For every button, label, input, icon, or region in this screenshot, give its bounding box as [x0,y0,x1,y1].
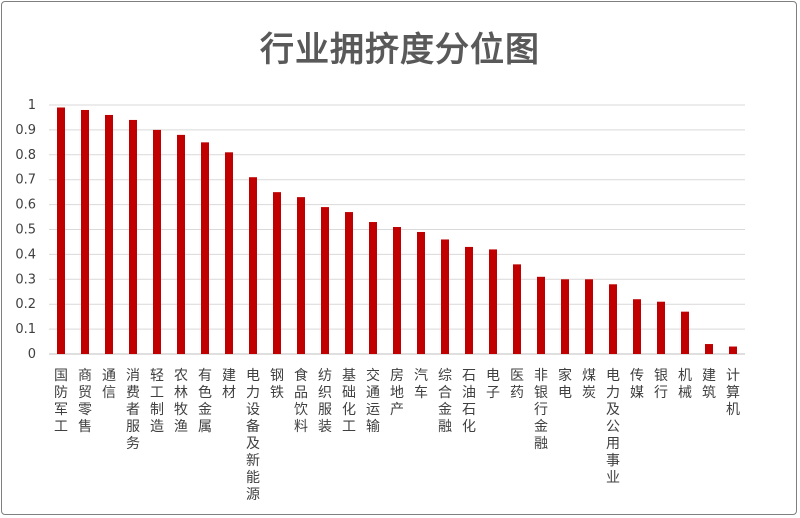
bar [633,299,641,354]
bar [249,177,257,354]
category-label: 食品饮料 [294,367,308,435]
bar [273,192,281,354]
bar [465,246,473,354]
category-label: 建材 [222,368,236,401]
category-label: 钢铁 [270,368,284,401]
category-label: 商贸零售 [78,368,92,435]
bar [609,284,617,354]
bar [513,264,521,354]
category-label: 电力设备及新能源 [246,368,260,503]
category-label: 机械 [678,368,692,401]
bar [489,249,497,354]
y-tick-label: 0.8 [15,148,36,163]
category-label: 通信 [102,368,116,401]
category-label: 家电 [558,367,572,401]
bar [201,142,209,354]
category-label: 交通运输 [366,367,380,435]
category-label: 医药 [510,368,524,401]
category-label: 基础化工 [342,367,356,435]
y-tick-label: 0.7 [15,173,36,188]
bar [57,107,65,355]
bar [729,346,737,354]
bar [129,119,137,354]
category-label: 有色金属 [198,368,212,435]
y-tick-label: 0.1 [15,322,36,337]
bar [369,222,377,354]
category-label: 传媒 [630,368,644,401]
bar [681,311,689,354]
category-label: 石油石化 [462,368,476,435]
category-label: 银行 [654,368,668,401]
y-tick-label: 0.5 [15,223,36,238]
y-tick-label: 1 [28,98,36,113]
bar [705,344,713,354]
category-label: 煤炭 [582,368,596,401]
y-tick-label: 0 [28,347,36,362]
y-tick-label: 0.6 [15,198,36,213]
category-label: 房地产 [390,368,404,418]
category-label: 计算机 [726,368,740,418]
bar [417,231,425,354]
bar [225,152,233,354]
category-label: 汽车 [414,368,428,401]
bar [321,207,329,354]
bar [441,239,449,354]
y-tick-label: 0.9 [15,123,36,138]
bar [393,227,401,354]
bar [537,276,545,354]
category-label: 农林牧渔 [174,368,188,435]
bar [561,279,569,354]
bar [585,279,593,354]
bar [105,114,113,355]
chart-title: 行业拥挤度分位图 [260,30,540,70]
category-label: 电子 [486,368,500,401]
category-label: 国防军工 [54,368,68,435]
bar [81,109,89,354]
y-tick-label: 0.4 [15,247,36,262]
category-label: 综合金融 [438,368,452,435]
y-tick-label: 0.3 [15,272,36,287]
category-label: 建筑 [702,368,716,401]
category-label: 轻工制造 [150,368,164,435]
y-tick-label: 0.2 [15,297,36,312]
bar [153,129,161,354]
category-label: 电力及公用事业 [606,368,620,486]
bar [297,197,305,354]
bar [657,301,665,354]
category-label: 纺织服装 [318,368,332,435]
bar [177,134,185,354]
category-label: 非银行金融 [534,368,548,452]
bar [345,212,353,354]
category-label: 消费者服务 [126,368,140,452]
